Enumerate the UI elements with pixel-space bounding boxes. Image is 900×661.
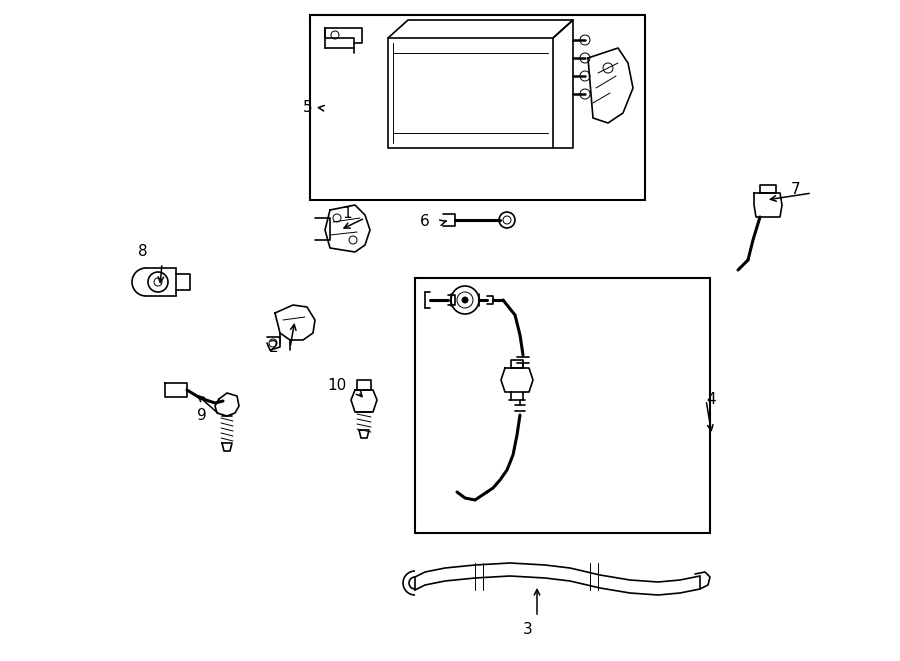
Text: 9: 9 [197,407,207,422]
Text: 4: 4 [706,393,716,407]
Bar [388,38,553,148]
Text: 8: 8 [139,245,148,260]
Text: 1: 1 [342,206,352,221]
Text: 3: 3 [523,623,533,637]
Bar [310,15,645,200]
Bar [415,278,710,533]
Text: 7: 7 [790,182,800,198]
Circle shape [462,297,468,303]
Text: 2: 2 [268,340,278,356]
Text: 6: 6 [420,215,430,229]
Text: 5: 5 [302,100,312,116]
Text: 10: 10 [328,377,347,393]
